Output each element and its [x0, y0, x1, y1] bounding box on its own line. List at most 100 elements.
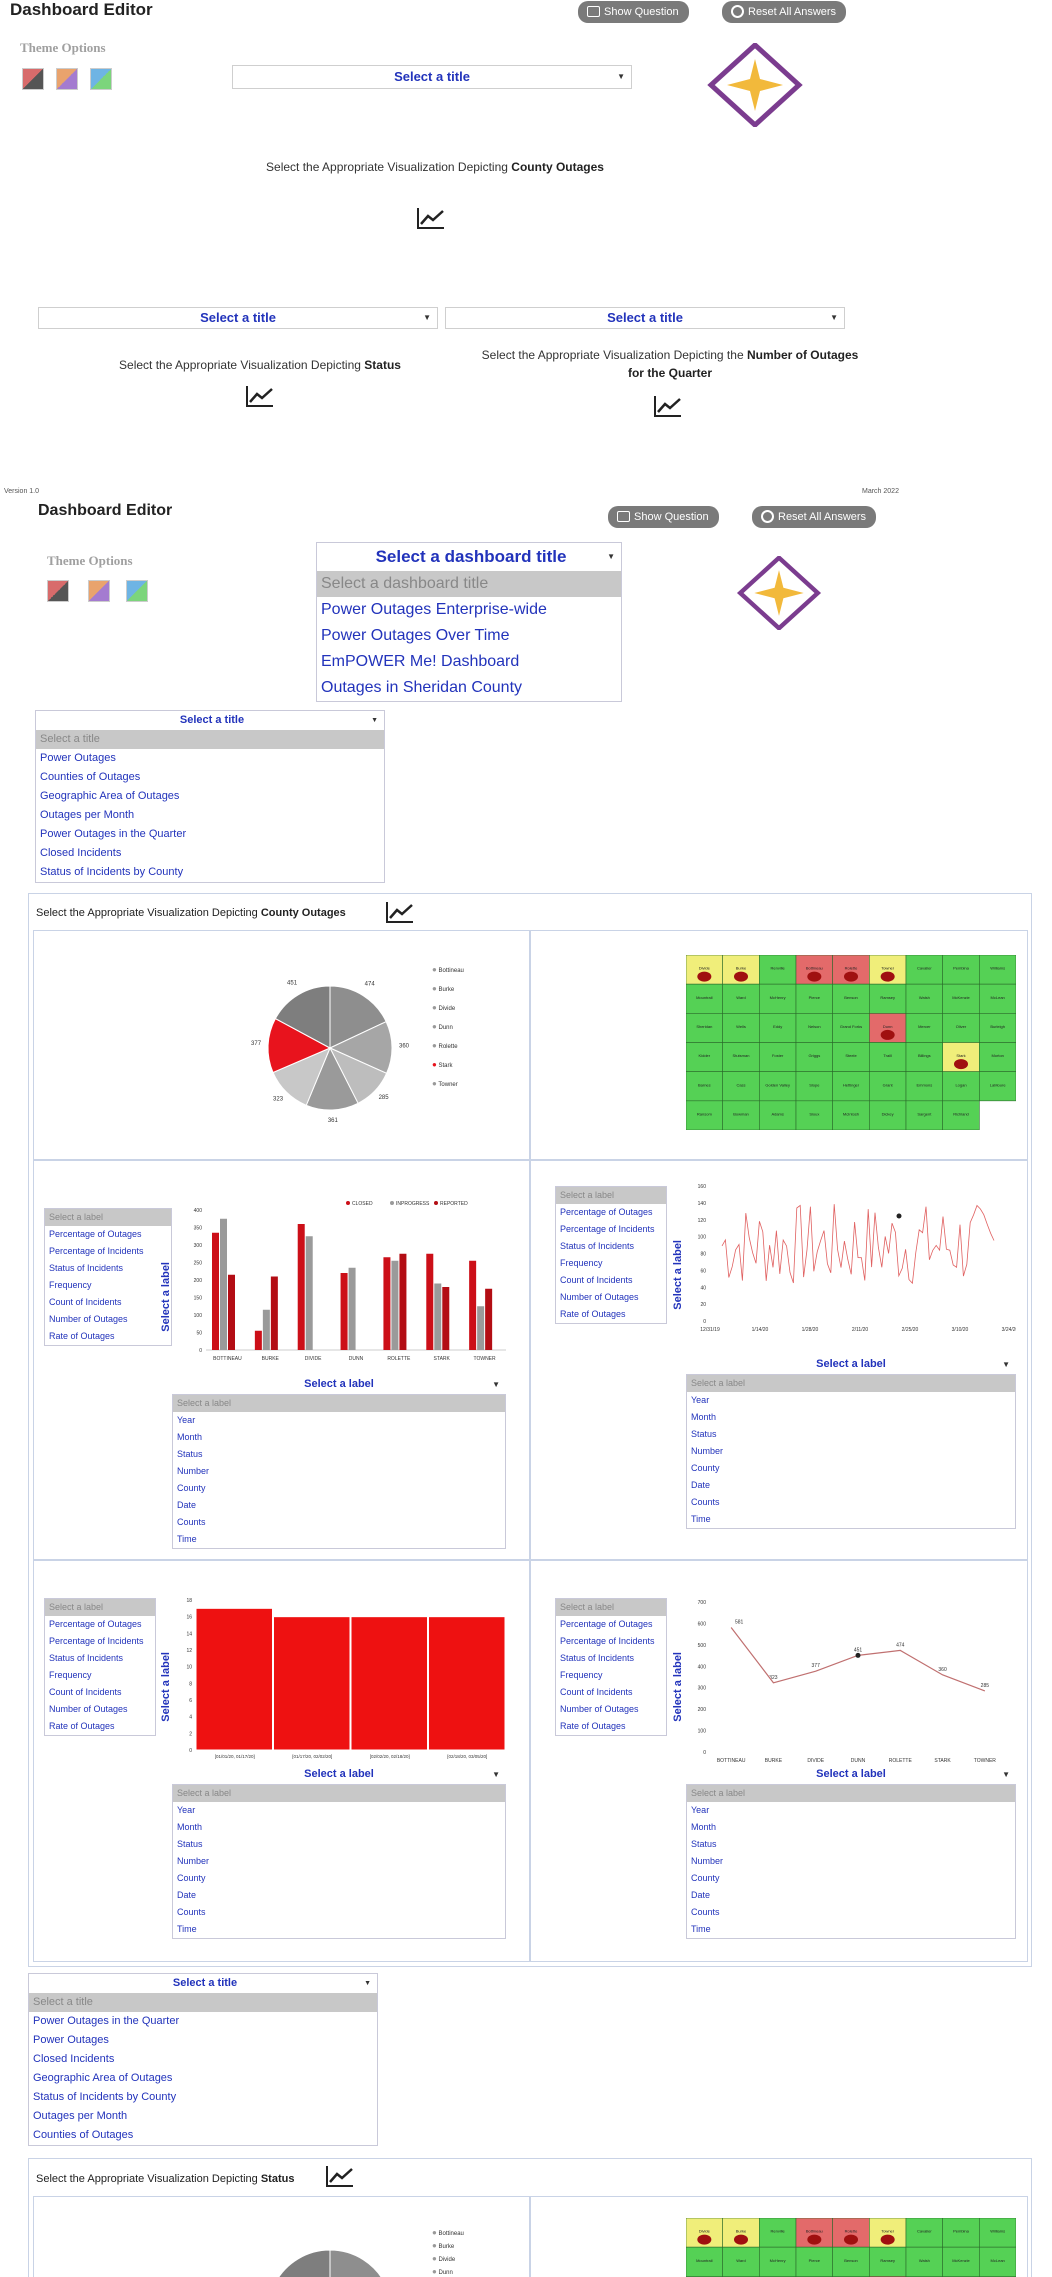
- dropdown-option[interactable]: Closed Incidents: [33, 2053, 115, 2065]
- number-title-select[interactable]: Select a title ▼: [445, 307, 845, 329]
- theme-swatch-3[interactable]: [126, 580, 148, 602]
- title-select[interactable]: Select a title ▼: [36, 711, 384, 730]
- label-option[interactable]: Frequency: [560, 1670, 603, 1680]
- x-axis-label-select[interactable]: Select a label ▼: [172, 1376, 506, 1394]
- label-option[interactable]: Percentage of Incidents: [49, 1246, 144, 1256]
- theme-swatch-3[interactable]: [90, 68, 112, 90]
- label-option[interactable]: Rate of Outages: [560, 1721, 626, 1731]
- label-option[interactable]: Time: [691, 1924, 711, 1934]
- dropdown-option[interactable]: Select a title: [36, 730, 384, 749]
- dropdown-option[interactable]: Power Outages Enterprise-wide: [321, 601, 547, 618]
- label-option[interactable]: Date: [177, 1890, 197, 1900]
- label-option[interactable]: Number of Outages: [560, 1704, 639, 1714]
- dashboard-title-dropdown[interactable]: Select a dashboard title ▼ Select a dashb…: [316, 542, 622, 702]
- cell-bar2[interactable]: [33, 1560, 530, 1962]
- label-option[interactable]: Select a label: [173, 1785, 505, 1802]
- label-option[interactable]: Status: [691, 1839, 717, 1849]
- theme-swatch-2[interactable]: [56, 68, 78, 90]
- dropdown-option[interactable]: Power Outages in the Quarter: [33, 2015, 180, 2027]
- label-option[interactable]: Rate of Outages: [49, 1721, 115, 1731]
- label-option[interactable]: Status: [691, 1429, 717, 1439]
- label-option[interactable]: Number of Outages: [49, 1704, 128, 1714]
- label-option[interactable]: Number: [691, 1856, 724, 1866]
- dropdown-option[interactable]: Power Outages in the Quarter: [40, 828, 187, 840]
- label-option[interactable]: County: [691, 1463, 720, 1473]
- title-select[interactable]: Select a title ▼: [29, 1974, 377, 1993]
- title-dropdown-2[interactable]: Select a title ▼ Select a title Power Out…: [28, 1973, 378, 2146]
- label-list-left-2[interactable]: Select a label Percentage of Outages Perce…: [555, 1186, 667, 1324]
- label-option[interactable]: Counts: [177, 1517, 206, 1527]
- label-option[interactable]: Frequency: [49, 1280, 92, 1290]
- label-option[interactable]: Percentage of Incidents: [49, 1636, 144, 1646]
- dropdown-option[interactable]: Closed Incidents: [40, 847, 122, 859]
- show-question-button[interactable]: Show Question: [608, 506, 719, 528]
- cell-map[interactable]: [530, 930, 1028, 1160]
- label-option[interactable]: Select a label: [45, 1209, 171, 1226]
- label-option[interactable]: Time: [691, 1514, 711, 1524]
- dashboard-title-select[interactable]: Select a dashboard title ▼: [317, 543, 621, 571]
- label-list-left-1[interactable]: Select a label Percentage of Outages Perce…: [44, 1208, 172, 1346]
- label-option[interactable]: Number of Outages: [49, 1314, 128, 1324]
- label-option[interactable]: Status of Incidents: [560, 1653, 635, 1663]
- label-option[interactable]: Select a label: [45, 1599, 155, 1616]
- label-option[interactable]: Number of Outages: [560, 1292, 639, 1302]
- x-axis-label-select[interactable]: Select a label ▼: [686, 1766, 1016, 1784]
- status-title-select[interactable]: Select a title ▼: [38, 307, 438, 329]
- label-option[interactable]: Percentage of Outages: [560, 1207, 653, 1217]
- y-axis-label-select[interactable]: Select a label: [160, 1652, 172, 1722]
- label-option[interactable]: Year: [177, 1415, 196, 1425]
- dropdown-option[interactable]: Outages per Month: [40, 809, 135, 821]
- cell-line2[interactable]: [530, 1560, 1028, 1962]
- y-axis-label-select[interactable]: Select a label: [672, 1652, 684, 1722]
- label-option[interactable]: Month: [691, 1412, 717, 1422]
- label-option[interactable]: Select a label: [556, 1599, 666, 1616]
- x-axis-label-select[interactable]: Select a label ▼: [686, 1356, 1016, 1374]
- label-option[interactable]: Month: [691, 1822, 717, 1832]
- theme-swatch-2[interactable]: [88, 580, 110, 602]
- theme-swatch-1[interactable]: [22, 68, 44, 90]
- label-option[interactable]: Percentage of Incidents: [560, 1224, 655, 1234]
- cell-pie[interactable]: [33, 2196, 530, 2277]
- label-option[interactable]: Status of Incidents: [49, 1653, 124, 1663]
- dropdown-option[interactable]: Power Outages Over Time: [321, 627, 510, 644]
- dropdown-option[interactable]: Geographic Area of Outages: [33, 2072, 173, 2084]
- label-option[interactable]: Frequency: [49, 1670, 92, 1680]
- dropdown-option[interactable]: EmPOWER Me! Dashboard: [321, 653, 520, 670]
- label-option[interactable]: Date: [691, 1890, 711, 1900]
- reset-answers-button[interactable]: Reset All Answers: [752, 506, 877, 528]
- dropdown-option[interactable]: Power Outages: [40, 752, 116, 764]
- label-option[interactable]: Count of Incidents: [49, 1297, 122, 1307]
- label-option[interactable]: Year: [177, 1805, 196, 1815]
- dropdown-option[interactable]: Outages per Month: [33, 2110, 128, 2122]
- y-axis-label-select[interactable]: Select a label: [160, 1262, 172, 1332]
- reset-answers-button[interactable]: Reset All Answers: [722, 1, 847, 23]
- label-option[interactable]: Percentage of Outages: [49, 1229, 142, 1239]
- dropdown-option[interactable]: Counties of Outages: [33, 2129, 134, 2141]
- label-option[interactable]: Year: [691, 1805, 710, 1815]
- label-option[interactable]: Time: [177, 1924, 197, 1934]
- dropdown-option[interactable]: Outages in Sheridan County: [321, 679, 523, 696]
- label-option[interactable]: Date: [691, 1480, 711, 1490]
- cell-line[interactable]: [530, 1160, 1028, 1560]
- label-option[interactable]: Select a label: [687, 1785, 1015, 1802]
- y-axis-label-select[interactable]: Select a label: [672, 1240, 684, 1310]
- label-option[interactable]: Status: [177, 1839, 203, 1849]
- label-option[interactable]: County: [177, 1873, 206, 1883]
- label-option[interactable]: Number: [177, 1466, 210, 1476]
- theme-swatch-1[interactable]: [47, 580, 69, 602]
- dropdown-option[interactable]: Select a title: [29, 1993, 377, 2012]
- title-dropdown-1[interactable]: Select a title ▼ Select a title Power Out…: [35, 710, 385, 883]
- label-option[interactable]: Counts: [691, 1497, 720, 1507]
- dropdown-option[interactable]: Geographic Area of Outages: [40, 790, 180, 802]
- label-option[interactable]: County: [177, 1483, 206, 1493]
- dropdown-option[interactable]: Power Outages: [33, 2034, 109, 2046]
- label-option[interactable]: Select a label: [556, 1187, 666, 1204]
- label-option[interactable]: Count of Incidents: [49, 1687, 122, 1697]
- label-option[interactable]: Rate of Outages: [560, 1309, 626, 1319]
- label-list-bottom-2[interactable]: Select a label Year Month Status Number Count…: [686, 1374, 1016, 1529]
- show-question-button[interactable]: Show Question: [578, 1, 689, 23]
- label-option[interactable]: Percentage of Outages: [560, 1619, 653, 1629]
- top-title-select[interactable]: Select a title ▼: [232, 65, 632, 89]
- label-option[interactable]: Percentage of Outages: [49, 1619, 142, 1629]
- label-list-bottom-3[interactable]: Select a label Year Month Status Number Count…: [172, 1784, 506, 1939]
